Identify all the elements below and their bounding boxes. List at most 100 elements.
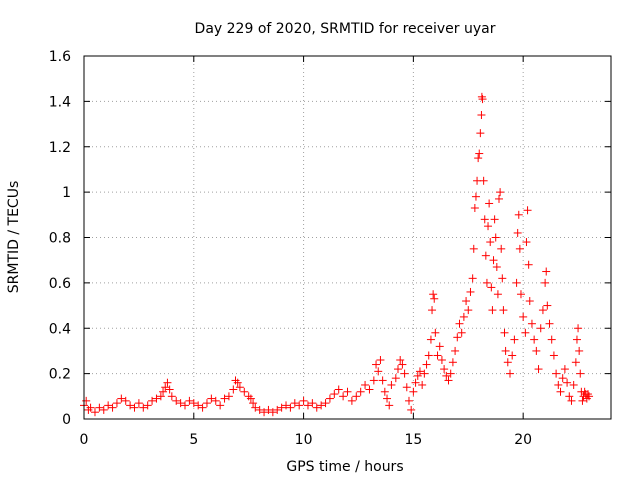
data-point-0-85	[398, 360, 407, 369]
data-point-0-96	[422, 360, 431, 369]
y-tick-label-4: 0.8	[49, 231, 71, 247]
data-point-0-80	[385, 401, 394, 410]
data-point-0-95	[420, 369, 429, 378]
data-point-0-189	[574, 324, 583, 333]
data-point-0-170	[536, 324, 545, 333]
data-point-0-129	[478, 95, 487, 104]
data-point-0-143	[493, 290, 502, 299]
data-point-0-140	[490, 215, 499, 224]
x-axis-label: GPS time / hours	[286, 459, 403, 475]
grid-layer	[84, 56, 611, 419]
x-tick-label-3: 15	[404, 432, 422, 448]
data-point-0-146	[497, 244, 506, 253]
data-point-0-141	[491, 233, 500, 242]
data-point-0-110	[448, 358, 457, 367]
data-point-0-36	[220, 394, 229, 403]
data-point-0-144	[495, 194, 504, 203]
data-point-0-184	[565, 392, 574, 401]
y-axis-label: SRMTID / TECUs	[6, 181, 22, 294]
data-point-0-108	[444, 376, 453, 385]
data-point-0-135	[485, 199, 494, 208]
data-point-0-164	[524, 260, 533, 269]
data-point-0-125	[475, 149, 484, 158]
plot-frame	[83, 55, 612, 420]
data-point-0-35	[216, 401, 225, 410]
data-point-0-31	[198, 403, 207, 412]
y-tick-label-3: 0.6	[49, 276, 71, 292]
y-tick-label-2: 0.4	[49, 321, 71, 337]
data-point-0-44	[246, 394, 255, 403]
data-point-0-16	[143, 401, 152, 410]
data-point-0-10	[117, 394, 126, 403]
data-point-0-40	[233, 378, 242, 387]
x-tick-label-1: 5	[189, 432, 198, 448]
data-point-0-86	[400, 369, 409, 378]
data-point-0-109	[446, 369, 455, 378]
data-point-0-78	[380, 387, 389, 396]
data-point-0-154	[510, 335, 519, 344]
data-point-0-115	[459, 312, 468, 321]
y-tick-label-0: 0	[62, 412, 71, 428]
data-points	[80, 92, 594, 417]
data-point-0-17	[148, 396, 157, 405]
data-point-0-138	[488, 306, 497, 315]
data-point-0-188	[572, 335, 581, 344]
data-point-0-199	[585, 392, 594, 401]
data-point-0-12	[126, 401, 135, 410]
data-point-0-99	[428, 306, 437, 315]
data-point-0-136	[486, 238, 495, 247]
data-point-0-153	[508, 351, 517, 360]
data-point-0-130	[479, 176, 488, 185]
data-point-0-77	[378, 376, 387, 385]
data-point-0-65	[334, 385, 343, 394]
data-point-0-64	[330, 390, 339, 399]
data-point-0-178	[552, 369, 561, 378]
data-point-0-25	[172, 396, 181, 405]
data-point-0-173	[542, 267, 551, 276]
data-point-0-58	[303, 401, 312, 410]
data-point-0-134	[484, 222, 493, 231]
data-point-0-166	[527, 319, 536, 328]
data-point-0-174	[543, 301, 552, 310]
data-point-0-69	[352, 392, 361, 401]
data-point-0-133	[482, 278, 491, 287]
data-point-0-75	[374, 367, 383, 376]
data-point-0-92	[413, 371, 422, 380]
data-point-0-42	[240, 387, 249, 396]
data-point-0-106	[440, 365, 449, 374]
data-point-0-68	[347, 396, 356, 405]
chart-title: Day 229 of 2020, SRMTID for receiver uya…	[195, 21, 496, 37]
data-point-0-91	[411, 378, 420, 387]
data-point-0-53	[282, 401, 291, 410]
data-point-0-79	[383, 394, 392, 403]
data-point-0-41	[235, 383, 244, 392]
data-point-0-59	[308, 399, 317, 408]
axes-layer	[83, 55, 612, 420]
y-tick-label-8: 1.6	[49, 49, 71, 65]
data-point-0-51	[273, 405, 282, 414]
data-point-0-22	[163, 378, 172, 387]
data-point-0-165	[525, 297, 534, 306]
data-point-0-104	[435, 342, 444, 351]
data-point-0-11	[121, 396, 130, 405]
data-point-0-45	[249, 399, 258, 408]
data-point-0-121	[470, 204, 479, 213]
data-point-0-23	[165, 385, 174, 394]
data-point-0-61	[317, 401, 326, 410]
data-point-0-193	[578, 396, 587, 405]
data-point-0-111	[451, 346, 460, 355]
data-point-0-105	[437, 356, 446, 365]
data-point-0-145	[496, 188, 505, 197]
data-point-0-28	[185, 396, 194, 405]
data-point-0-171	[538, 306, 547, 315]
data-point-0-7	[104, 401, 113, 410]
data-point-0-5	[95, 403, 104, 412]
data-point-0-62	[321, 399, 330, 408]
data-point-0-118	[466, 287, 475, 296]
data-point-0-82	[391, 374, 400, 383]
data-point-0-120	[469, 244, 478, 253]
data-point-0-175	[545, 319, 554, 328]
y-tick-label-7: 1.4	[49, 94, 71, 110]
data-point-0-167	[530, 335, 539, 344]
